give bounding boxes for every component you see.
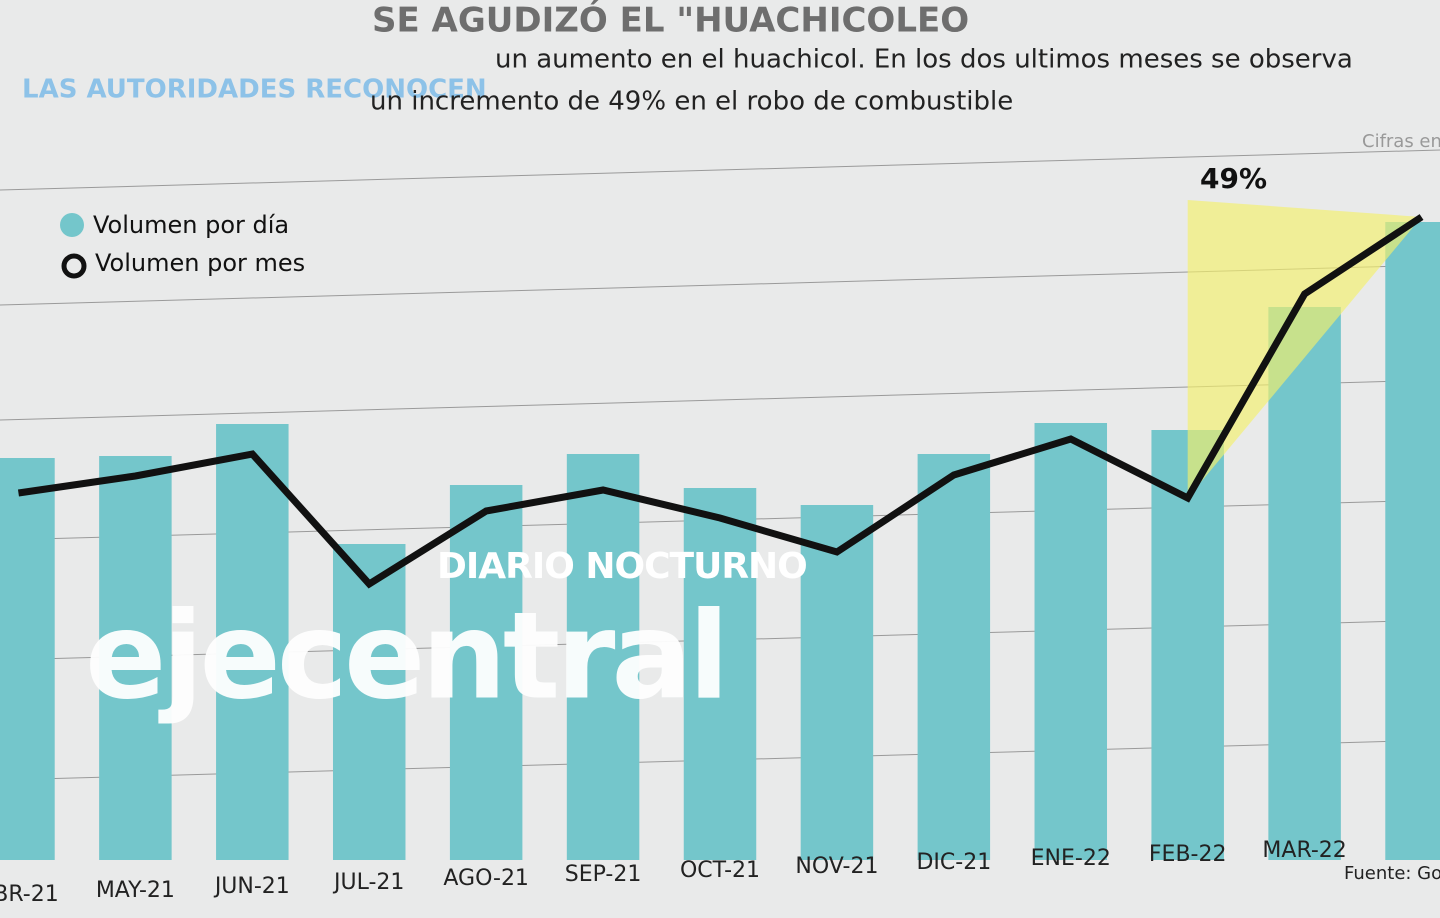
subtitle-lead: LAS AUTORIDADES RECONOCEN — [22, 75, 487, 105]
bar — [917, 454, 991, 860]
x-tick-label: AGO-21 — [443, 866, 529, 891]
grid-line — [0, 149, 1440, 191]
bar — [800, 505, 874, 860]
legend-label: Volumen por mes — [95, 249, 305, 277]
watermark: ejecentral — [85, 588, 726, 727]
bar — [1385, 222, 1440, 860]
bar — [0, 458, 55, 860]
plot: ABR-21 MAY-21 JUN-21 JUL-21 AGO-21 SEP-21 OCT-… — [0, 200, 1440, 907]
highlight — [1187, 200, 1422, 498]
line — [17, 214, 1424, 589]
bar — [1034, 423, 1108, 860]
x-tick-label: MAR-22 — [1262, 838, 1346, 863]
legend-swatch — [60, 213, 84, 237]
x-tick-label: NOV-21 — [795, 854, 878, 879]
x-tick-label: JUL-21 — [332, 870, 404, 895]
source: Fuente: Go — [1344, 863, 1440, 884]
bar — [566, 454, 640, 860]
x-tick-label: MAY-21 — [96, 878, 175, 903]
x-tick-label: FEB-22 — [1149, 842, 1227, 867]
legend-label: Volumen por día — [93, 211, 289, 239]
bar — [99, 456, 172, 860]
bar — [449, 485, 523, 860]
bar — [1268, 307, 1341, 860]
x-tick-label: SEP-21 — [565, 862, 642, 887]
subtitle: un aumento en el huachicol. En los dos u… — [495, 45, 1353, 75]
units-note: Cifras en — [1362, 131, 1440, 152]
subtitle: un incremento de 49% en el robo de combu… — [370, 87, 1013, 117]
x-tick-label: OCT-21 — [680, 858, 760, 883]
x-tick-label: DIC-21 — [916, 850, 991, 875]
bar — [216, 424, 289, 860]
chart-title: SE AGUDIZÓ EL "HUACHICOLEO — [372, 0, 969, 41]
watermark-top: DIARIO NOCTURNO — [437, 546, 807, 587]
x-tick-label: ENE-22 — [1031, 846, 1111, 871]
x-tick-label: JUN-21 — [213, 874, 290, 899]
bar — [683, 488, 757, 860]
annotation: 49% — [1200, 162, 1267, 195]
legend-swatch — [61, 253, 87, 279]
x-tick-label: ABR-21 — [0, 882, 59, 907]
bar — [332, 544, 406, 860]
